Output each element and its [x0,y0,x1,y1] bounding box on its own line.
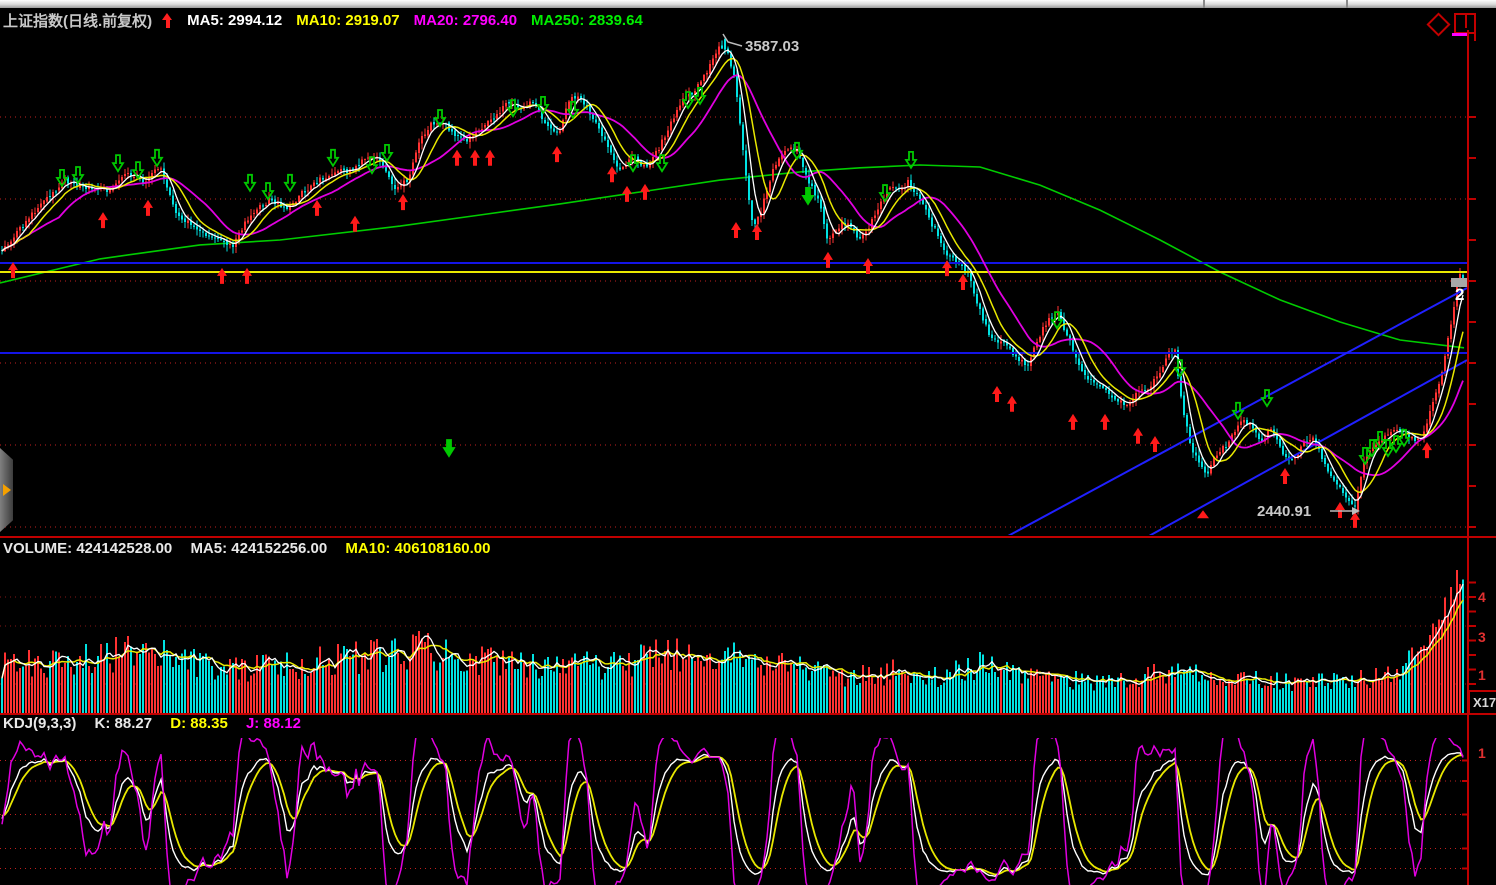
volume-axis-label: 4 [1478,589,1486,605]
volume-unit-box[interactable]: X17 [1468,690,1496,715]
window-top-strip [0,0,1496,8]
ma20-value: MA20: 2796.40 [413,11,518,29]
kdj-d-line [1,754,1464,876]
strip-separator [1203,0,1205,8]
volume-value: VOLUME: 424142528.00 [3,540,173,557]
kdj-k-value: K: 88.27 [94,715,153,732]
volume-ma5-value: MA5: 424152256.00 [190,540,328,557]
strip-separator [1346,0,1348,8]
kdj-d-value: D: 88.35 [170,715,228,732]
ma20-line [1,74,1464,477]
volume-ma10-value: MA10: 406108160.00 [345,540,491,557]
ma5-value: MA5: 2994.12 [187,11,283,29]
ma250-line [0,164,1465,349]
volume-bars [1,570,1464,713]
kdj-k-line [1,752,1464,878]
volume-axis-label: 3 [1478,629,1486,645]
sidebar-expand-handle[interactable] [0,448,13,532]
volume-ma10-line [1,599,1464,684]
ma250-value: MA250: 2839.64 [531,11,643,29]
kdj-header: KDJ(9,3,3) K: 88.27 D: 88.35 J: 88.12 [3,715,315,732]
level-lines [0,261,1467,535]
volume-ma5-line [1,583,1464,686]
kdj-j-line [1,738,1464,885]
instrument-title: 上证指数(日线.前复权) [3,12,153,30]
ma5-line [1,49,1464,501]
panes-divider [1465,15,1467,28]
volume-header: VOLUME: 424142528.00 MA5: 424152256.00 M… [3,540,504,557]
peak-price-annotation: 3587.03 [745,38,800,55]
expand-arrow-icon [3,484,11,496]
low-price-annotation: 2440.91 [1257,503,1312,520]
magenta-marker [1452,33,1469,36]
axis-ticks [1462,116,1476,870]
kdj-axis-label: 1 [1478,745,1486,761]
volume-axis-label: 1 [1478,667,1486,683]
signal-arrows [8,86,1432,528]
axis-tick-mark [1474,17,1476,41]
kdj-name: KDJ(9,3,3) [3,715,77,732]
trendline-handle-box[interactable] [1451,278,1467,287]
panel-borders [0,30,1496,885]
trendline-tag: 2 [1455,285,1465,304]
up-arrow-icon [162,12,173,28]
main-chart-header: 上证指数(日线.前复权) MA5: 2994.12 MA10: 2919.07 … [3,10,657,30]
annotation-leaders [722,33,1360,515]
kdj-j-value: J: 88.12 [245,715,302,732]
ma10-value: MA10: 2919.07 [296,11,400,29]
